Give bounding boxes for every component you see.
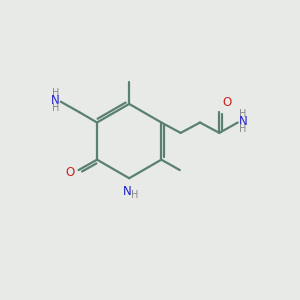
Text: O: O [66, 166, 75, 179]
Text: H: H [239, 124, 247, 134]
Text: H: H [52, 103, 59, 113]
Text: H: H [52, 88, 59, 98]
Text: N: N [239, 115, 248, 128]
Text: N: N [123, 185, 132, 198]
Text: N: N [51, 94, 60, 107]
Text: H: H [239, 109, 247, 119]
Text: H: H [131, 190, 139, 200]
Text: O: O [222, 96, 232, 109]
